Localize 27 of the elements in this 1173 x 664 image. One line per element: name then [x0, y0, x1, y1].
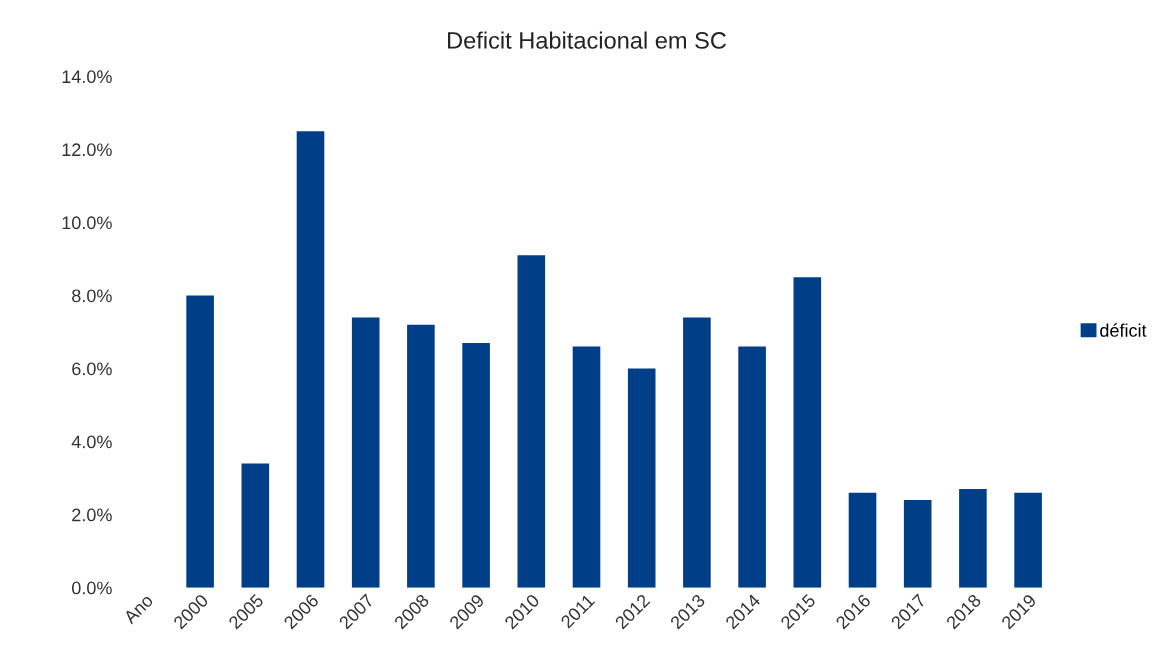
y-tick-label: 12.0% [62, 143, 112, 157]
bar [683, 317, 711, 588]
y-tick-label: 14.0% [62, 70, 112, 84]
bar [186, 295, 214, 588]
chart-title: Deficit Habitacional em SC [448, 31, 727, 49]
y-tick-label: 4.0% [71, 435, 112, 449]
y-tick-label: 8.0% [72, 289, 112, 303]
y-tick-label: 0.0% [71, 581, 112, 595]
bar [627, 368, 656, 588]
bar [572, 346, 601, 588]
y-tick-label: 6.0% [72, 362, 112, 376]
bar [241, 463, 270, 588]
bar [351, 317, 380, 588]
bar [793, 277, 822, 588]
bar [462, 342, 490, 588]
bar [738, 346, 766, 588]
bar [1014, 492, 1042, 588]
legend-label: déficit [1100, 323, 1147, 337]
y-tick-label: 2.0% [72, 508, 112, 522]
bar [848, 492, 877, 588]
y-tick-label: 10.0% [62, 216, 112, 230]
bar [959, 489, 987, 588]
bar [296, 131, 325, 588]
x-tick-label: Ano [122, 593, 154, 625]
bar [517, 255, 546, 588]
bar [903, 499, 932, 588]
bar [407, 324, 435, 588]
